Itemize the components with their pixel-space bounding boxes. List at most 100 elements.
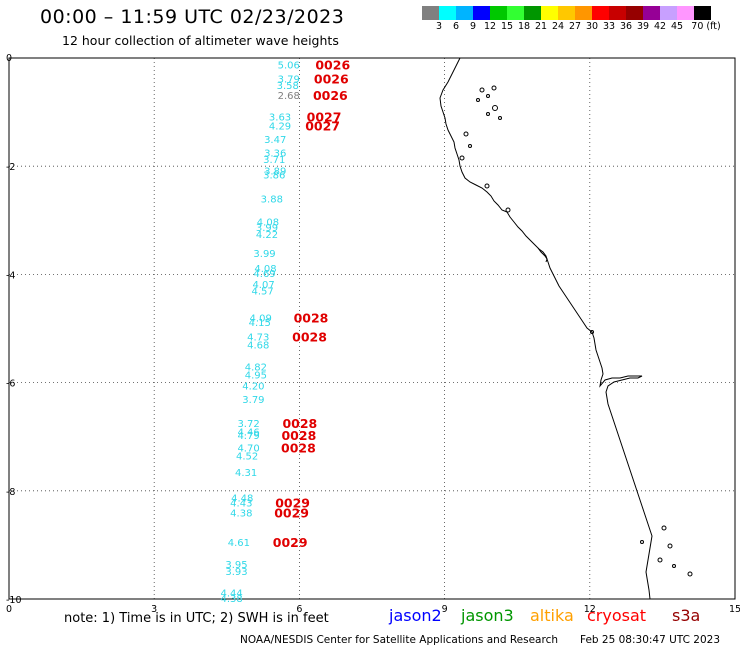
wave-height-value: 3.71: [263, 155, 285, 166]
wave-height-value: 4.46: [237, 427, 259, 438]
axis-tick-labels: 0 3 6 9 12 15 0 -2 -4 -6 -8 -10: [6, 53, 740, 615]
colorbar-label: 30: [585, 21, 599, 32]
colorbar-swatch: [677, 6, 694, 20]
pass-number-label: 0028: [281, 428, 316, 443]
wave-height-value: 4.08: [257, 217, 279, 228]
colorbar-label: 6: [452, 21, 460, 32]
legend-item-jason3: jason3: [461, 606, 514, 625]
wave-height-value: 3.86: [263, 170, 285, 181]
colorbar-label: 36: [619, 21, 633, 32]
wave-height-value: 4.73: [247, 333, 269, 344]
wave-height-value: 3.47: [264, 135, 286, 146]
colorbar-swatch: [626, 6, 643, 20]
pass-number-label: 0028: [282, 416, 317, 431]
x-tick-label: 15: [729, 604, 740, 615]
x-tick-label: 3: [151, 604, 157, 615]
credit-footer: NOAA/NESDIS Center for Satellite Applica…: [240, 634, 558, 646]
wave-height-value: 4.82: [245, 362, 267, 373]
coastline-bay-path: [537, 247, 548, 263]
wave-height-value: 4.43: [230, 499, 252, 510]
wave-height-value: 3.36: [264, 149, 286, 160]
colorbar-label: 24: [551, 21, 565, 32]
wave-height-value: 3.58: [277, 81, 299, 92]
x-tick-label: 6: [296, 604, 302, 615]
colorbar-swatch: [643, 6, 660, 20]
colorbar-swatch: [575, 6, 592, 20]
coastline-path: [439, 57, 653, 600]
wave-height-value: 4.68: [247, 341, 269, 352]
colorbar-labels: 3 6 9 12 15 18 21 24 27 30 33 36 39 42 45 70 (ft): [422, 21, 740, 35]
colorbar-swatch: [456, 6, 473, 20]
pass-number-label: 0026: [314, 72, 349, 87]
colorbar-label: 15: [500, 21, 514, 32]
y-tick-label: -8: [6, 487, 15, 498]
wave-height-value: 4.07: [252, 280, 274, 291]
wave-height-value: 3.89: [264, 167, 286, 178]
x-tick-label: 12: [584, 604, 596, 615]
colorbar-swatch: [422, 6, 439, 20]
wave-height-value: 4.61: [228, 538, 250, 549]
wave-height-value: 3.79: [242, 395, 264, 406]
wave-height-value: 5.06: [278, 60, 300, 71]
x-tick-label: 9: [442, 604, 448, 615]
wave-height-value: 4.38: [230, 508, 252, 519]
map-subtitle: 12 hour collection of altimeter wave hei…: [62, 33, 339, 48]
legend-item-s3a: s3a: [672, 606, 701, 625]
y-tick-label: -2: [6, 162, 15, 173]
colorbar-label: 3: [435, 21, 443, 32]
colorbar-swatch: [660, 6, 677, 20]
pass-number-label: 0028: [294, 311, 329, 326]
colorbar-label: 27: [568, 21, 582, 32]
generated-timestamp: Feb 25 08:30:47 UTC 2023: [580, 634, 720, 646]
wave-height-value: 4.70: [237, 444, 259, 455]
wave-height-value: 3.99: [256, 223, 278, 234]
pass-number-label: 0027: [305, 119, 340, 134]
colorbar-label: 70 (ft): [691, 21, 721, 32]
y-tick-label: -10: [6, 595, 22, 606]
wave-height-value: 4.48: [231, 493, 253, 504]
colorbar-swatch: [507, 6, 524, 20]
wave-height-value: 3.79: [278, 75, 300, 86]
colorbar-swatch: [490, 6, 507, 20]
legend-item-cryosat: cryosat: [587, 606, 647, 625]
wave-height-value: 4.69: [253, 269, 275, 280]
colorbar-swatch: [592, 6, 609, 20]
wave-height-value: 4.52: [236, 452, 258, 463]
units-note: note: 1) Time is in UTC; 2) SWH is in fe…: [64, 611, 329, 626]
wave-height-value: 4.15: [249, 318, 271, 329]
y-tick-label: -4: [6, 270, 15, 281]
grid-lines: [9, 58, 735, 599]
pass-number-label: 0027: [307, 109, 342, 124]
wave-height-value: 4.44: [221, 589, 243, 600]
colorbar-swatch: [609, 6, 626, 20]
colorbar-swatch: [524, 6, 541, 20]
pass-number-label: 0028: [292, 330, 327, 345]
wave-height-labels: 5.063.793.582.683.634.293.473.363.713.89…: [221, 60, 300, 604]
legend-item-jason2: jason2: [389, 606, 442, 625]
colorbar-swatch: [439, 6, 456, 20]
y-tick-label: -6: [6, 379, 15, 390]
plot-frame: [8, 57, 736, 600]
colorbar-label: 45: [670, 21, 684, 32]
pass-number-label: 0026: [315, 57, 350, 72]
pass-number-label: 0026: [313, 88, 348, 103]
pass-number-labels: 0026002600260027002700280028002800280028…: [273, 57, 351, 550]
pass-number-label: 0029: [275, 496, 310, 511]
wave-height-value: 3.88: [261, 195, 283, 206]
wave-height-value: 4.20: [242, 381, 264, 392]
wave-height-value: 4.22: [256, 230, 278, 241]
wave-height-colorbar: [422, 6, 711, 20]
wave-height-value: 4.29: [269, 122, 291, 133]
colorbar-label: 9: [469, 21, 477, 32]
colorbar-swatch: [694, 6, 711, 20]
colorbar-label: 33: [602, 21, 616, 32]
wave-height-value: 3.93: [225, 567, 247, 578]
y-tick-label: 0: [6, 53, 12, 64]
coastline: [439, 57, 653, 600]
colorbar-label: 12: [483, 21, 497, 32]
colorbar-label: 39: [636, 21, 650, 32]
colorbar-swatch: [558, 6, 575, 20]
wave-height-value: 2.68: [278, 91, 300, 102]
wave-height-value: 3.95: [225, 560, 247, 571]
